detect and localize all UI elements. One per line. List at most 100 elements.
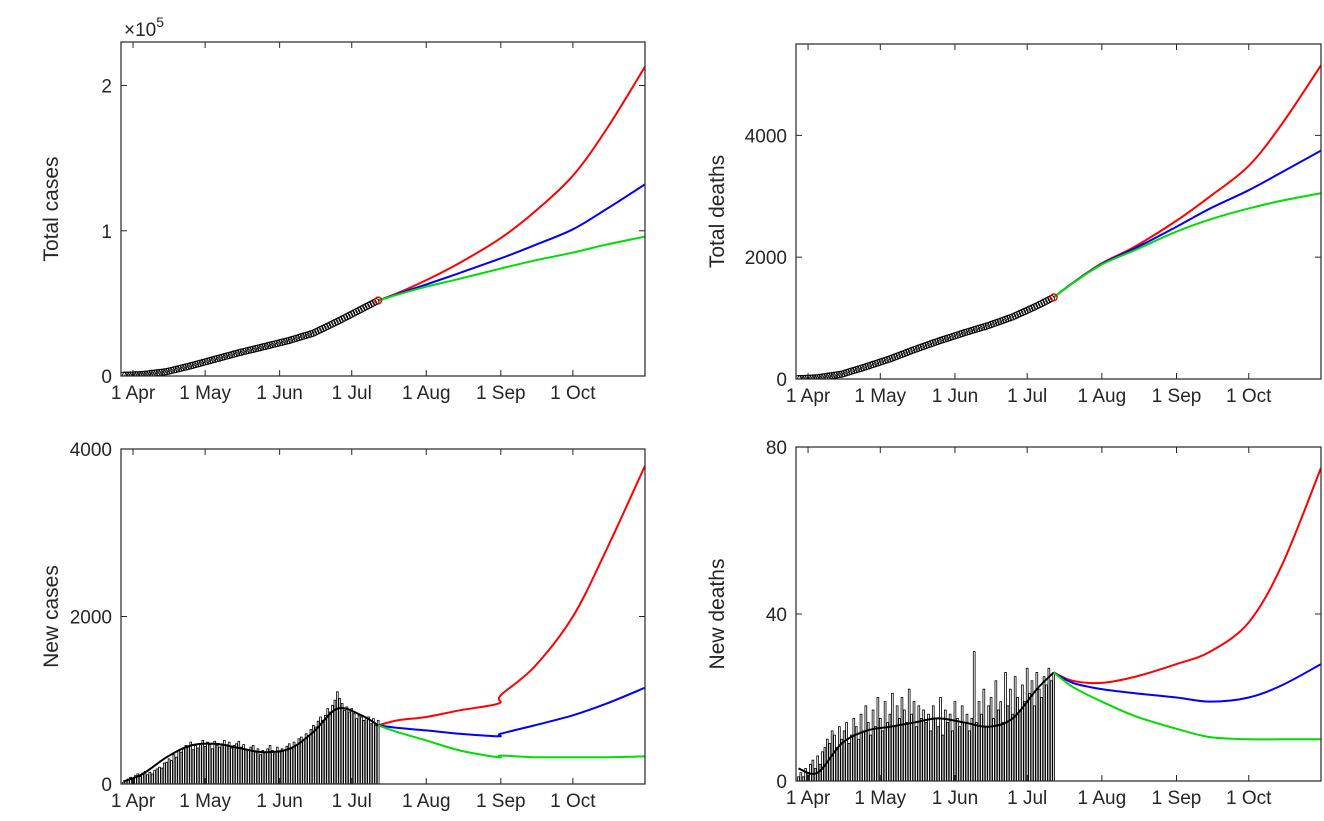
bar [189,741,193,784]
panel-new-cases: 1 Apr 1 May 1 Jun 1 Jul 1 Aug 1 Sep 1 Oct 0 2000… [40,440,646,812]
observed-point [143,370,152,376]
bar [828,743,832,781]
x-tick-label: 1 Oct [1226,788,1272,809]
bar [977,701,981,781]
bar [167,758,171,784]
x-tick-label: 1 Jun [256,791,302,812]
bar [842,730,846,781]
plot-area [796,64,1321,379]
bar [840,738,844,781]
x-tick-label: 1 Jun [256,383,302,404]
bar [177,750,180,784]
x-tick-label: 1 Jul [332,791,372,812]
observed-point [806,374,815,379]
axes-box [120,448,646,785]
x-tick-label: 1 Jul [332,383,372,404]
observed-point [121,371,128,376]
bar [1035,672,1039,781]
bar [1037,688,1041,781]
observed-point [833,371,841,379]
x-tick-label: 1 Aug [402,791,451,812]
observed-point [153,369,161,376]
bar [804,768,807,781]
bar [283,750,286,784]
bar [941,734,945,781]
bar [929,730,933,781]
x-tick-label: 1 Aug [402,383,451,404]
bar [1004,672,1007,781]
bar [227,741,231,784]
y-tick-label: 2000 [70,608,112,629]
bar [900,697,904,781]
y-axis-label: New deaths [706,559,729,670]
bar [956,717,959,781]
bar [174,756,178,784]
bar [369,723,373,784]
y-tick-label: 0 [101,367,112,388]
observed-point [821,373,829,379]
bar [970,717,974,781]
bar [153,770,156,784]
bar [182,748,185,784]
bar [813,768,817,781]
x-tick-label: 1 Oct [550,791,596,812]
bar [134,775,137,784]
bar [206,741,209,784]
observed-point [146,370,154,376]
bar [263,751,267,784]
x-tick-label: 1 May [179,791,231,812]
bar [1013,676,1017,781]
bar [146,774,149,784]
bar [213,740,217,784]
bar [1052,672,1055,781]
observed-point [835,370,843,379]
observed-point [122,371,130,376]
bar [367,716,370,784]
bar [319,716,322,784]
bar [158,766,161,784]
bar [328,711,332,784]
bar [960,705,964,781]
bar [1011,713,1015,781]
bar [191,749,195,784]
bar [184,745,188,784]
bar [939,697,942,781]
series-line-low [377,235,645,302]
bar [835,747,839,781]
bar [915,726,918,781]
bar [230,747,233,784]
bar [919,717,923,781]
bar [799,772,803,781]
observed-point [826,372,834,379]
bar [333,699,337,784]
exponent-multiplier: ×105 [124,14,164,41]
observed-point [814,374,822,379]
bar [138,776,142,784]
bar [811,759,815,781]
bar [304,733,308,784]
bar [331,704,334,784]
panel-total-cases: ×105 1 Apr 1 May 1 Jun 1 Jul 1 Aug 1 Sep 1 Oct… [40,14,646,404]
observed-point [131,371,140,376]
bar [891,692,894,781]
bar [862,730,865,781]
bar [1047,667,1051,781]
bar [999,701,1003,781]
x-tick-label: 1 May [854,386,906,407]
series-line-high [1053,64,1321,299]
bar [348,711,351,784]
series-line-mid [1053,663,1321,703]
bar [903,709,906,781]
x-tick-label: 1 Aug [1078,386,1127,407]
series-line-high [377,465,645,727]
panel-new-deaths: 1 Apr 1 May 1 Jun 1 Jul 1 Aug 1 Sep 1 Oct 0 40 80… [706,438,1322,809]
bar [965,713,969,781]
bar [987,705,990,781]
bar [980,713,983,781]
bar [122,781,125,784]
bar [905,722,909,781]
bar [376,719,380,784]
x-tick-label: 1 Oct [1226,386,1272,407]
x-tick-label: 1 Apr [111,383,156,404]
